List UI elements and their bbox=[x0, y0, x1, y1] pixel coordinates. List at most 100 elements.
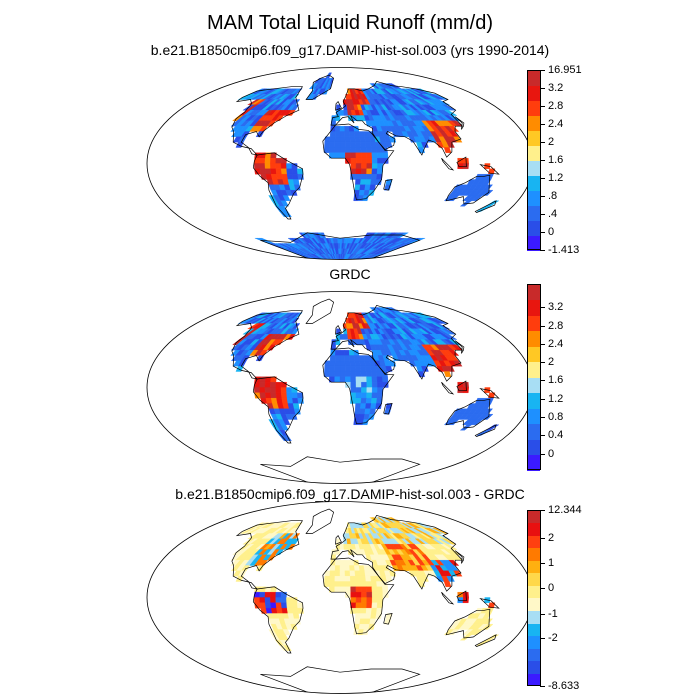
grid-cell bbox=[443, 371, 452, 378]
grid-cell bbox=[361, 591, 368, 598]
colorbar-swatch bbox=[527, 100, 540, 116]
grid-cell bbox=[355, 179, 362, 186]
grid-cell bbox=[365, 575, 372, 582]
coastline-nz bbox=[474, 634, 497, 648]
grid-cell bbox=[275, 115, 284, 121]
grid-cell bbox=[354, 618, 361, 625]
colorbar-label: 0.4 bbox=[548, 429, 564, 442]
grid-cell bbox=[291, 602, 298, 609]
grid-cell bbox=[360, 152, 367, 159]
coastline-namerica bbox=[231, 520, 304, 590]
grid-cell bbox=[286, 397, 294, 404]
colorbar-label: 12.344 bbox=[548, 504, 582, 516]
colorbar-swatch bbox=[527, 610, 540, 624]
grid-cell bbox=[371, 381, 378, 388]
coastline-australia bbox=[445, 174, 491, 205]
grid-cell bbox=[370, 179, 377, 186]
grid-cell bbox=[370, 575, 377, 582]
grid-cell bbox=[371, 586, 378, 593]
colorbar-tick bbox=[540, 196, 545, 197]
coastline-africa bbox=[322, 557, 395, 635]
grid-cell bbox=[339, 141, 346, 148]
grid-cell bbox=[355, 163, 362, 170]
grid-cell bbox=[350, 591, 357, 598]
grid-cell bbox=[360, 365, 367, 372]
grid-cell bbox=[339, 581, 346, 588]
grid-cell bbox=[339, 334, 345, 340]
coastline-borneo bbox=[456, 156, 467, 168]
grid-cell bbox=[360, 403, 367, 410]
grid-cell bbox=[339, 365, 346, 372]
grid-cell bbox=[283, 211, 292, 218]
grid-cell bbox=[448, 126, 460, 132]
coastline-greenland bbox=[305, 508, 335, 534]
colorbar-tick bbox=[540, 214, 545, 215]
grid-cell bbox=[349, 136, 356, 143]
colorbar-swatch bbox=[527, 673, 540, 687]
grid-cell bbox=[264, 168, 272, 175]
grid-cell bbox=[377, 591, 384, 598]
grid-cell bbox=[275, 602, 283, 609]
grid-cell bbox=[275, 339, 284, 345]
colorbar-tick bbox=[540, 686, 545, 687]
grid-cell bbox=[355, 376, 362, 383]
coastline-nz bbox=[474, 200, 497, 214]
grid-cell bbox=[259, 381, 266, 388]
grid-cell bbox=[334, 141, 341, 148]
grid-cell bbox=[270, 387, 277, 394]
colorbar-tick bbox=[540, 435, 545, 437]
grid-cell bbox=[283, 435, 292, 442]
coastline-uk bbox=[335, 325, 342, 335]
runoff-grid bbox=[230, 307, 500, 442]
grid-cell bbox=[359, 184, 366, 191]
grid-cell bbox=[259, 392, 267, 399]
colorbar-frame bbox=[527, 284, 541, 470]
colorbar-label: 2 bbox=[548, 136, 555, 148]
colorbar-tick bbox=[540, 325, 545, 327]
grid-cell bbox=[293, 184, 301, 191]
grid-cell bbox=[371, 157, 378, 164]
grid-cell bbox=[375, 179, 382, 186]
grid-cell bbox=[286, 387, 293, 394]
grid-cell bbox=[344, 581, 351, 588]
grid-cell bbox=[370, 581, 378, 588]
grid-cell bbox=[283, 645, 292, 652]
colorbar-swatch bbox=[527, 346, 540, 362]
grid-cell bbox=[264, 591, 271, 598]
grid-cell bbox=[366, 381, 373, 388]
grid-cell bbox=[275, 168, 283, 175]
grid-cell bbox=[365, 179, 372, 186]
coastlines bbox=[231, 74, 500, 260]
map-border bbox=[146, 291, 534, 484]
grid-cell bbox=[377, 387, 384, 394]
grid-cell bbox=[355, 607, 362, 614]
grid-cell bbox=[462, 163, 469, 170]
grid-cell bbox=[370, 141, 377, 148]
colorbar-tick bbox=[540, 510, 545, 511]
grid-cell bbox=[376, 376, 384, 383]
grid-cell bbox=[270, 381, 277, 388]
grid-cell bbox=[443, 334, 458, 340]
grid-cell bbox=[355, 387, 362, 394]
colorbar-swatch bbox=[527, 220, 540, 236]
grid-cell bbox=[329, 355, 336, 362]
grid-cell bbox=[292, 607, 299, 614]
colorbar-label: -1.413 bbox=[548, 244, 580, 256]
grid-cell bbox=[275, 157, 282, 164]
coastline-newguinea bbox=[479, 598, 500, 609]
grid-cell bbox=[453, 360, 463, 367]
grid-cell bbox=[253, 597, 261, 604]
grid-cell bbox=[345, 152, 351, 159]
grid-cell bbox=[334, 136, 341, 143]
colorbar-label: 1.6 bbox=[548, 154, 564, 166]
grid-cell bbox=[344, 147, 351, 154]
grid-cell bbox=[275, 163, 282, 170]
panel-2-map bbox=[146, 291, 534, 484]
colorbar-label: 2 bbox=[548, 356, 555, 369]
colorbar-label: 2.8 bbox=[548, 100, 564, 112]
grid-cell bbox=[362, 419, 369, 426]
coastline-antarctica bbox=[260, 666, 421, 694]
grid-cell bbox=[339, 152, 346, 159]
grid-cell bbox=[292, 613, 300, 620]
coastline-namerica bbox=[231, 310, 304, 380]
